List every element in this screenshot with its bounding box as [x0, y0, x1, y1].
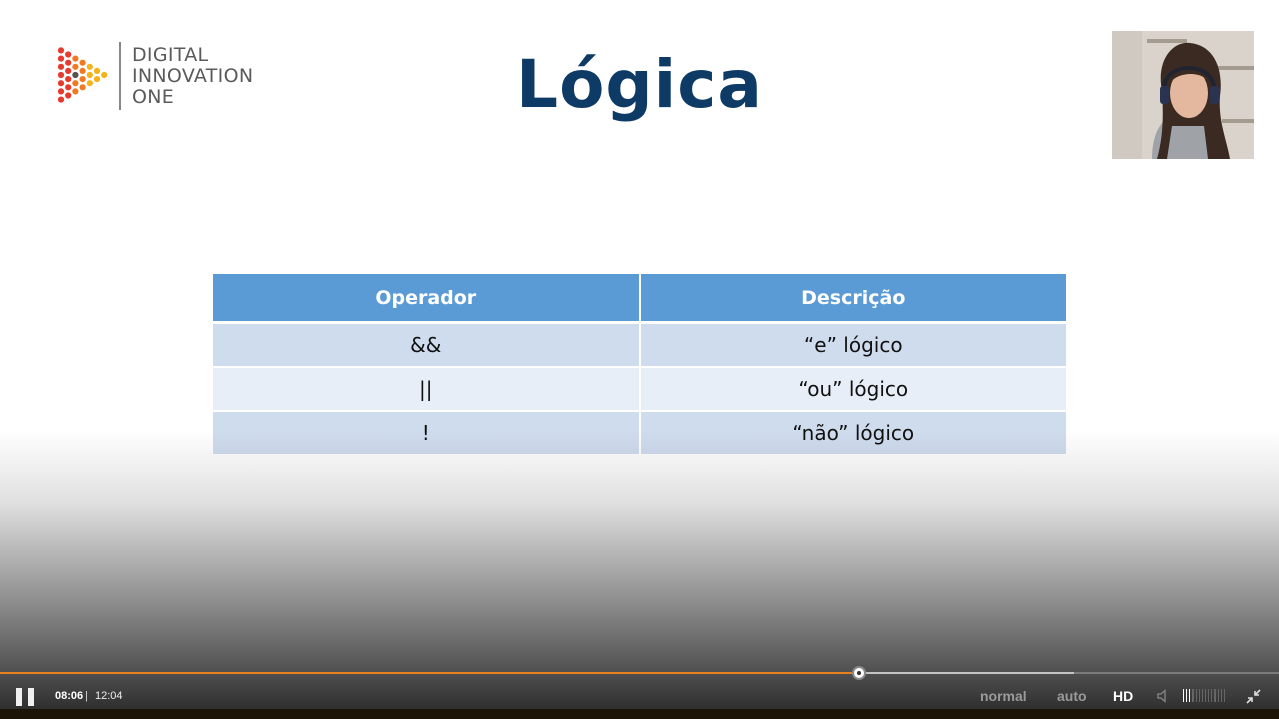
seek-handle[interactable]: [852, 666, 867, 680]
volume-bar-segment[interactable]: [1204, 689, 1207, 702]
logo-dot: [57, 47, 65, 54]
volume-bar-segment[interactable]: [1201, 689, 1203, 702]
hd-toggle[interactable]: HD: [1113, 688, 1134, 704]
volume-bar-segment[interactable]: [1183, 689, 1185, 702]
logo-dot: [65, 92, 72, 99]
logo-dot: [86, 71, 93, 79]
logo-dot: [57, 63, 65, 70]
logo-dot: [57, 88, 65, 95]
logo-text: DIGITAL INNOVATION ONE: [132, 45, 253, 108]
volume-bar-segment[interactable]: [1186, 689, 1188, 702]
table-row: && “e” lógico: [213, 322, 1066, 368]
volume-icon[interactable]: [1157, 689, 1171, 703]
logo-dot: [57, 71, 65, 79]
volume-bar-segment[interactable]: [1195, 689, 1197, 702]
description-cell: “não” lógico: [639, 411, 1066, 456]
logo-dot: [79, 59, 86, 66]
volume-bar-segment[interactable]: [1192, 689, 1194, 702]
volume-bar-segment[interactable]: [1220, 689, 1222, 702]
logo-dot: [72, 71, 79, 79]
quality-button[interactable]: auto: [1057, 688, 1087, 704]
logo-dot: [65, 76, 72, 83]
volume-bar-segment[interactable]: [1189, 689, 1191, 702]
volume-bar-segment[interactable]: [1223, 689, 1225, 702]
volume-bar-segment[interactable]: [1211, 689, 1213, 702]
logo-dot: [93, 76, 101, 83]
logo-dot: [86, 80, 93, 87]
presenter-webcam: [1112, 31, 1254, 159]
logo-line-1: DIGITAL: [132, 44, 209, 66]
logo-dot: [72, 63, 79, 70]
header-description: Descrição: [639, 274, 1066, 324]
logo-dot: [93, 67, 101, 74]
table-row: ! “não” lógico: [213, 411, 1066, 456]
seek-bar[interactable]: [0, 666, 1279, 680]
duration: 12:04: [95, 690, 123, 702]
pause-button[interactable]: [16, 687, 36, 707]
operator-cell: ||: [213, 367, 641, 412]
table-row: || “ou” lógico: [213, 367, 1066, 412]
played-bar: [0, 672, 860, 674]
volume-bar-segment[interactable]: [1208, 689, 1210, 702]
logo-dot: [65, 67, 72, 74]
bottom-strip: [0, 709, 1279, 719]
logo-dot: [79, 84, 86, 91]
logo-line-3: ONE: [132, 86, 175, 108]
logo-dot: [79, 76, 86, 83]
logo-dot: [72, 55, 79, 62]
volume-bar-segment[interactable]: [1217, 689, 1219, 702]
slide-title: Lógica: [516, 46, 763, 123]
volume-bar-segment[interactable]: [1214, 689, 1216, 702]
description-cell: “e” lógico: [639, 322, 1066, 368]
logo-dot: [79, 67, 86, 74]
logo-dot: [57, 96, 65, 103]
current-time: 08:06: [55, 690, 84, 702]
description-cell: “ou” lógico: [639, 367, 1066, 412]
logo-dot: [65, 59, 72, 66]
presenter-image: [1112, 31, 1254, 159]
time-separator: |: [85, 690, 88, 702]
volume-bar-segment[interactable]: [1198, 689, 1200, 702]
playback-rate-button[interactable]: normal: [980, 688, 1027, 704]
operator-cell: !: [213, 411, 641, 456]
dio-logo: DIGITAL INNOVATION ONE: [56, 42, 276, 112]
logo-dot: [65, 51, 72, 58]
volume-slider[interactable]: [1183, 689, 1225, 703]
exit-fullscreen-icon[interactable]: [1245, 688, 1262, 705]
logo-mark-icon: [57, 47, 108, 103]
logo-divider: [119, 42, 121, 110]
operators-table: Operador Descrição && “e” lógico || “ou”…: [213, 274, 1066, 456]
logo-dot: [65, 84, 72, 91]
logo-dot: [86, 63, 93, 70]
player-controls: 08:06 | 12:04 normal auto HD: [0, 676, 1279, 719]
logo-dot: [72, 80, 79, 87]
header-operator: Operador: [213, 274, 641, 324]
logo-dot: [57, 80, 65, 87]
pause-icon: [16, 688, 34, 706]
logo-dot: [57, 55, 65, 62]
table-header-row: Operador Descrição: [213, 274, 1066, 324]
operator-cell: &&: [213, 322, 641, 368]
logo-line-2: INNOVATION: [132, 65, 254, 87]
logo-dot: [101, 71, 108, 79]
logo-dot: [72, 88, 79, 95]
